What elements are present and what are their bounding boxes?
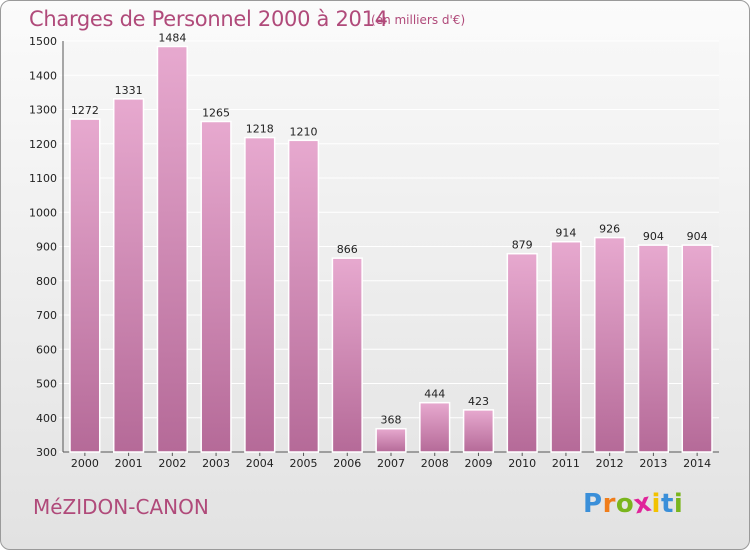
labels: 300 400 500 600 700 800 900 1000 1100 1200 1300 140… [29, 31, 711, 470]
y-tick-label: 1300 [29, 104, 57, 117]
x-tick-label: 2007 [377, 457, 405, 470]
y-tick-label: 1200 [29, 138, 57, 151]
bar [462, 409, 495, 453]
y-tick-label: 400 [36, 412, 57, 425]
bar-value-label: 914 [555, 227, 576, 240]
y-tick-label: 800 [36, 275, 57, 288]
bar [681, 244, 713, 453]
x-tick-label: 2013 [639, 457, 667, 470]
x-tick-label: 2012 [596, 457, 624, 470]
x-tick-label: 2014 [683, 457, 711, 470]
bar [112, 98, 145, 453]
bar-value-label: 444 [424, 388, 445, 401]
bar-value-label: 879 [512, 239, 533, 252]
bar-value-label: 1331 [115, 84, 143, 97]
bar-value-label: 1210 [290, 125, 318, 138]
bar [506, 252, 538, 453]
bar [156, 45, 188, 453]
commune-name: MéZIDON-CANON [33, 495, 209, 519]
x-tick-label: 2010 [508, 457, 536, 470]
y-tick-label: 300 [36, 446, 57, 459]
bar-value-label: 926 [599, 223, 620, 236]
x-tick-label: 2000 [71, 457, 99, 470]
y-tick-label: 700 [36, 309, 57, 322]
bar-value-label: 368 [381, 414, 402, 427]
x-tick-label: 2005 [290, 457, 318, 470]
bar-value-label: 904 [687, 230, 708, 243]
bar [375, 427, 407, 453]
y-tick-label: 1000 [29, 206, 57, 219]
bar-value-label: 1218 [246, 123, 274, 136]
bar [200, 120, 232, 453]
x-tick-label: 2004 [246, 457, 274, 470]
logo-letter: o [615, 489, 635, 519]
logo-letter: t [660, 489, 674, 519]
x-tick-label: 2003 [202, 457, 230, 470]
y-tick-label: 1100 [29, 172, 57, 185]
bar [550, 240, 582, 453]
bar [637, 244, 670, 453]
bar-value-label: 1272 [71, 104, 99, 117]
x-tick-label: 2009 [464, 457, 492, 470]
bar-value-label: 1484 [158, 31, 186, 44]
bar-value-label: 904 [643, 230, 664, 243]
bar [331, 257, 363, 453]
chart-subtitle: (en milliers d'€) [371, 13, 466, 27]
x-tick-label: 2008 [421, 457, 449, 470]
y-tick-label: 900 [36, 241, 57, 254]
x-tick-label: 2006 [333, 457, 361, 470]
bar-value-label: 866 [337, 243, 358, 256]
x-tick-label: 2002 [158, 457, 186, 470]
bar [244, 136, 276, 453]
y-tick-label: 1400 [29, 69, 57, 82]
bar [419, 401, 451, 453]
bar-value-label: 1265 [202, 106, 230, 119]
bar-value-label: 423 [468, 395, 489, 408]
x-tick-label: 2011 [552, 457, 580, 470]
logo-letter: r [602, 489, 616, 519]
logo-letter: i [651, 489, 661, 519]
bars [69, 45, 713, 453]
x-tick-label: 2001 [115, 457, 143, 470]
y-tick-label: 600 [36, 343, 57, 356]
y-tick-label: 1500 [29, 35, 57, 48]
chart-title: Charges de Personnel 2000 à 2014 [29, 7, 388, 31]
bar [594, 236, 626, 453]
y-tick-label: 500 [36, 378, 57, 391]
proxiti-logo[interactable]: Proxiti [583, 488, 684, 521]
logo-letter: i [673, 489, 684, 519]
logo-letter: P [583, 489, 603, 519]
bar [287, 139, 320, 453]
bar [69, 118, 101, 453]
